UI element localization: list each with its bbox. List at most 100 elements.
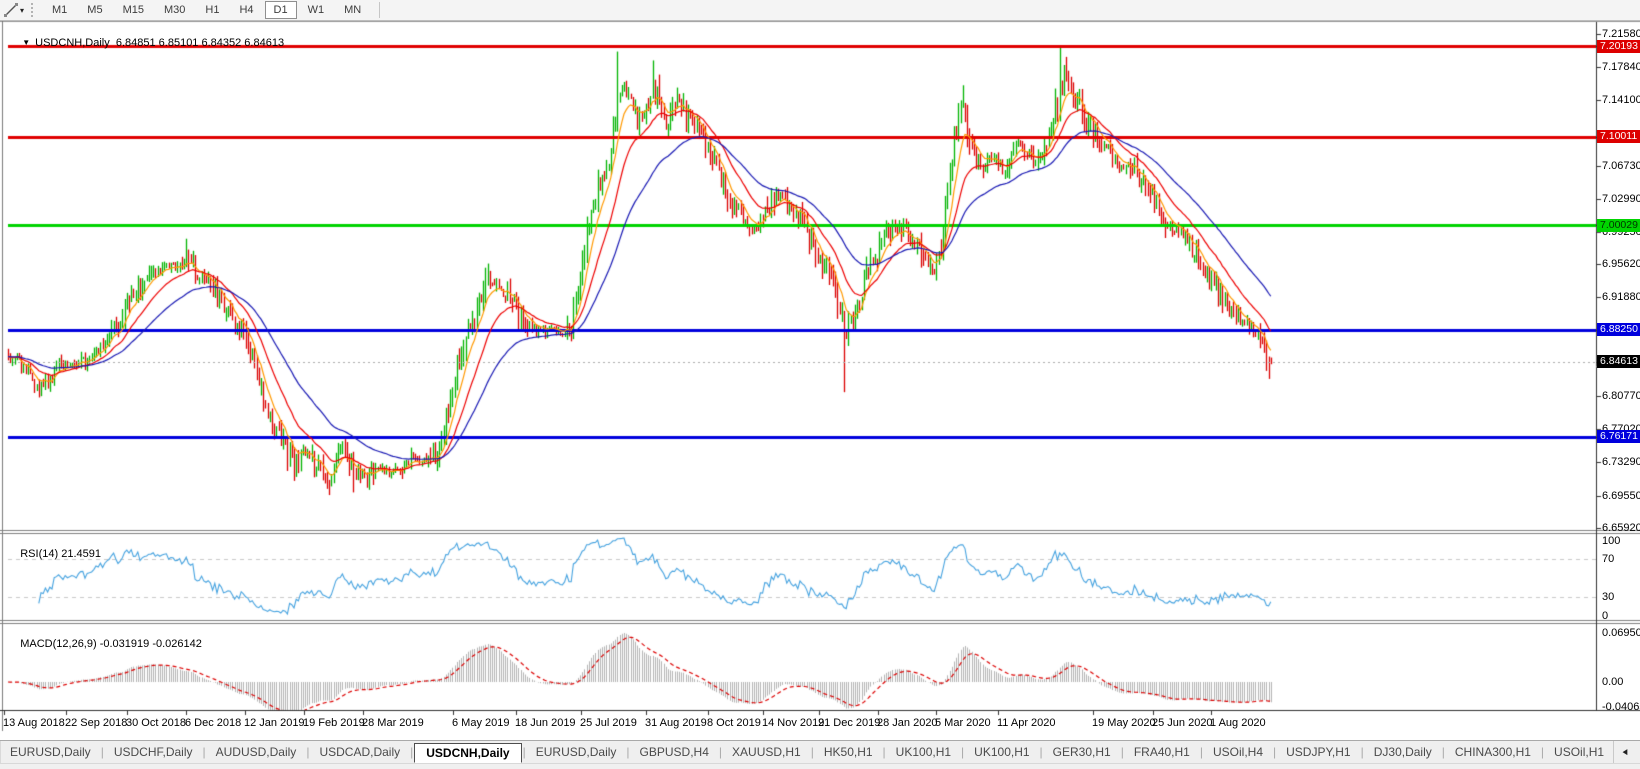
date-axis-label: 30 Oct 2018 (126, 717, 186, 729)
toolbar-grip[interactable] (31, 3, 35, 17)
tab-gbpusd-h4[interactable]: GBPUSD,H4 (639, 745, 709, 759)
tab-audusd-daily[interactable]: AUDUSD,Daily (215, 745, 297, 759)
price-tag: 7.20193 (1597, 39, 1640, 53)
date-axis-label: 19 Feb 2019 (303, 717, 365, 729)
date-axis-label: 28 Jan 2020 (877, 717, 938, 729)
date-axis-label: 8 Oct 2019 (707, 717, 761, 729)
tab-usdchf-daily[interactable]: USDCHF,Daily (113, 745, 193, 759)
date-axis-label: 6 Dec 2018 (185, 717, 242, 729)
collapse-triangle-icon[interactable]: ▼ (22, 38, 31, 47)
tab-separator: | (410, 745, 414, 759)
price-tag: 7.00029 (1597, 218, 1640, 232)
rsi-value: 21.4591 (61, 548, 101, 560)
tab-separator: | (1039, 745, 1043, 759)
line-tools-icon[interactable] (2, 2, 20, 18)
date-axis-label: 14 Nov 2019 (762, 717, 825, 729)
date-axis-label: 5 Mar 2020 (935, 717, 991, 729)
price-tag: 7.10011 (1597, 130, 1640, 144)
chart-symbol: USDCNH,Daily (35, 37, 110, 49)
chart-title: ▼ USDCNH,Daily 6.84851 6.85101 6.84352 6.… (10, 25, 284, 61)
rsi-scale-label: 70 (1602, 553, 1615, 565)
tab-hk50-h1[interactable]: HK50,H1 (823, 745, 873, 759)
timeframe-button-d1[interactable]: D1 (264, 1, 297, 19)
tab-separator: | (306, 745, 310, 759)
date-axis-label: 25 Jul 2019 (580, 717, 637, 729)
date-axis-label: 22 Sep 2018 (65, 717, 128, 729)
price-tick-label: 7.17840 (1602, 61, 1640, 74)
price-tick-label: 6.91880 (1602, 291, 1640, 304)
date-axis-label: 28 Mar 2019 (362, 717, 424, 729)
tab-china300-h1[interactable]: CHINA300,H1 (1454, 745, 1531, 759)
tab-usoil-h1[interactable]: USOil,H1 (1554, 745, 1605, 759)
price-tick-label: 6.95620 (1602, 258, 1640, 271)
macd-label: MACD(12,26,9) -0.031919 -0.026142 (20, 638, 202, 650)
tab-usdcnh-daily[interactable]: USDCNH,Daily (414, 742, 522, 763)
price-tick-label: 6.69550 (1602, 489, 1640, 502)
rsi-scale-label: 30 (1602, 591, 1615, 603)
timeframe-button-m30[interactable]: M30 (163, 4, 186, 16)
chevron-down-icon[interactable]: ▾ (20, 5, 25, 15)
chart-window: ▼ USDCNH,Daily 6.84851 6.85101 6.84352 6.… (0, 21, 1640, 740)
tab-fra40-h1[interactable]: FRA40,H1 (1133, 745, 1190, 759)
timeframe-button-w1[interactable]: W1 (307, 4, 325, 16)
price-tag: 6.88250 (1597, 323, 1640, 337)
rsi-scale-label: 0 (1602, 610, 1609, 622)
timeframe-button-h1[interactable]: H1 (205, 4, 220, 16)
tab-uk100-h1[interactable]: UK100,H1 (895, 745, 952, 759)
price-tick-label: 7.02990 (1602, 192, 1640, 205)
tab-separator: | (522, 745, 526, 759)
date-axis-label: 12 Jan 2019 (244, 717, 305, 729)
rsi-label: RSI(14) 21.4591 (20, 548, 101, 560)
timeframe-button-m15[interactable]: M15 (122, 4, 144, 16)
date-axis-label: 1 Aug 2020 (1210, 717, 1266, 729)
tab-separator: | (1199, 745, 1203, 759)
price-tick-label: 7.14100 (1602, 94, 1640, 107)
date-axis-label: 21 Dec 2019 (818, 717, 881, 729)
tab-separator: | (202, 745, 206, 759)
tab-usdcad-daily[interactable]: USDCAD,Daily (319, 745, 401, 759)
tab-scroll-left-icon[interactable]: ◄ (1621, 746, 1629, 758)
tab-dj30-daily[interactable]: DJ30,Daily (1373, 745, 1432, 759)
price-tick-label: 6.73290 (1602, 456, 1640, 469)
timeframe-toolbar: ▾ M1 M5 M15 M30 H1 H4 D1 W1 MN (0, 0, 1640, 21)
price-tick-label: 7.21580 (1602, 28, 1640, 40)
tab-usdjpy-h1[interactable]: USDJPY,H1 (1286, 745, 1351, 759)
macd-scale-label: 0.00 (1602, 676, 1624, 688)
timeframe-button-mn[interactable]: MN (344, 4, 362, 16)
chart-tab-bar: EURUSD,Daily | USDCHF,Daily | AUDUSD,Daily | U… (0, 740, 1640, 763)
timeframe-button-m1[interactable]: M1 (52, 4, 68, 16)
tab-separator: | (961, 745, 965, 759)
tab-usoil-h4[interactable]: USOil,H4 (1212, 745, 1263, 759)
date-axis-label: 31 Aug 2019 (645, 717, 707, 729)
tab-separator: | (1540, 745, 1545, 759)
tab-separator: | (882, 745, 886, 759)
date-axis-label: 13 Aug 2018 (3, 717, 65, 729)
tab-separator: | (1273, 745, 1277, 759)
tab-ger30-h1[interactable]: GER30,H1 (1052, 745, 1111, 759)
macd-scale-label: 0.069506 (1602, 626, 1640, 639)
tab-xauusd-h1[interactable]: XAUUSD,H1 (732, 745, 801, 759)
chart-canvas[interactable] (0, 21, 1640, 740)
tab-separator: | (1441, 745, 1445, 759)
date-axis-label: 25 Jun 2020 (1152, 717, 1213, 729)
status-strip (0, 763, 1640, 769)
rsi-scale-label: 100 (1602, 535, 1621, 547)
date-axis-label: 19 May 2020 (1092, 717, 1156, 729)
chart-ohlc: 6.84851 6.85101 6.84352 6.84613 (115, 37, 285, 49)
price-tag: 6.76171 (1597, 430, 1640, 444)
date-axis-label: 11 Apr 2020 (997, 717, 1056, 729)
tab-eurusd-daily[interactable]: EURUSD,Daily (535, 745, 617, 759)
price-tick-label: 7.06730 (1602, 159, 1640, 172)
price-tick-label: 6.80770 (1602, 389, 1640, 402)
tab-scroll-controls: ◄ ► (1613, 741, 1640, 763)
tab-uk100-h1[interactable]: UK100,H1 (974, 745, 1030, 759)
tab-separator: | (1360, 745, 1364, 759)
timeframe-button-h4[interactable]: H4 (239, 4, 254, 16)
price-tag: 6.84613 (1597, 355, 1640, 369)
tab-separator: | (1120, 745, 1124, 759)
tab-separator: | (718, 745, 723, 759)
tab-separator: | (626, 745, 630, 759)
macd-values: -0.031919 -0.026142 (99, 638, 202, 650)
tab-eurusd-daily[interactable]: EURUSD,Daily (10, 745, 91, 759)
timeframe-button-m5[interactable]: M5 (87, 4, 103, 16)
